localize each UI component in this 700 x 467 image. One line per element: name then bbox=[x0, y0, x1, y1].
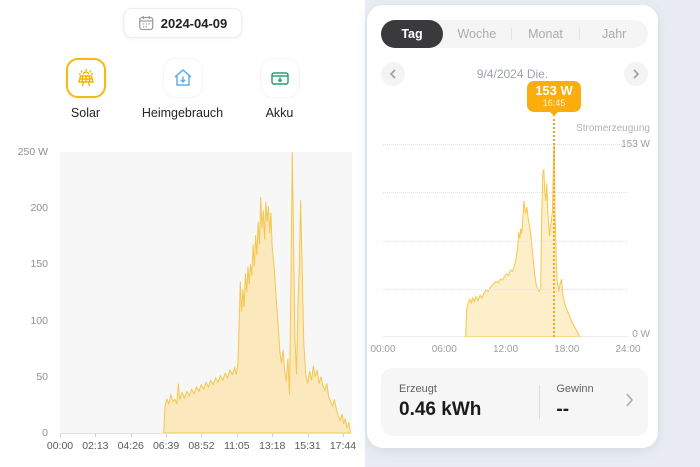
solar-area-chart bbox=[163, 152, 351, 433]
chevron-right-icon bbox=[633, 69, 640, 79]
heimgebrauch-button-box[interactable] bbox=[162, 58, 203, 98]
home-icon bbox=[174, 69, 191, 86]
x-tick-label: 02:13 bbox=[82, 440, 109, 452]
tab-tag[interactable]: Tag bbox=[381, 20, 443, 48]
gridline bbox=[383, 241, 628, 242]
value-tooltip: 153 W 16:45 bbox=[526, 81, 581, 116]
left-chart-y-axis: 250 W 200 150 100 50 0 bbox=[0, 146, 52, 439]
tooltip-value: 153 W bbox=[535, 83, 573, 98]
selected-time-marker-line[interactable] bbox=[552, 114, 555, 337]
x-tick-mark bbox=[95, 434, 97, 437]
y-tick-label: 50 bbox=[36, 370, 48, 383]
series-label: Stromerzeugung bbox=[576, 123, 650, 134]
date-navigation: 9/4/2024 Die. bbox=[367, 62, 658, 88]
y-tick-label: 250 W bbox=[17, 146, 48, 158]
tab-jahr[interactable]: Jahr bbox=[602, 27, 627, 41]
x-tick-mark bbox=[307, 434, 309, 437]
x-tick-mark bbox=[166, 434, 168, 437]
akku-button-box[interactable] bbox=[259, 58, 300, 98]
x-tick-label: 11:05 bbox=[224, 440, 250, 452]
y-tick-label: 100 bbox=[30, 314, 48, 327]
gridline bbox=[383, 144, 628, 145]
solar-button-box[interactable] bbox=[65, 58, 106, 98]
tab-divider bbox=[510, 28, 512, 40]
x-tick-label: 06:39 bbox=[152, 440, 180, 452]
energy-mode-selector: Solar Heimgebrauch Akku bbox=[37, 58, 328, 120]
daily-summary-row[interactable]: Erzeugt 0.46 kWh Gewinn -- bbox=[381, 368, 648, 436]
gewinn-value: -- bbox=[556, 399, 570, 420]
date-picker[interactable]: 2024-04-09 bbox=[122, 8, 243, 38]
x-tick-label: 15:31 bbox=[294, 440, 321, 452]
current-date-label: 9/4/2024 Die. bbox=[476, 67, 549, 81]
x-tick-mark bbox=[342, 434, 344, 437]
left-solar-chart bbox=[60, 152, 352, 433]
tooltip-time: 16:45 bbox=[542, 98, 566, 108]
x-tick-label: 17:44 bbox=[329, 440, 357, 452]
date-picker-value: 2024-04-09 bbox=[160, 15, 228, 31]
x-tick-label: 06:00 bbox=[431, 344, 457, 355]
mode-solar-label: Solar bbox=[70, 106, 101, 120]
right-background: Tag Woche Monat Jahr 9/4/2024 Die. 153 W… bbox=[365, 0, 700, 467]
mode-heimgebrauch-label: Heimgebrauch bbox=[141, 106, 224, 120]
y-tick-label: 150 bbox=[30, 258, 48, 271]
stromerzeugung-chart bbox=[383, 144, 628, 337]
mode-akku[interactable]: Akku bbox=[231, 58, 328, 120]
gridline bbox=[383, 192, 628, 193]
y-tick-label: 200 bbox=[30, 202, 48, 215]
stromerzeugung-area-chart bbox=[465, 144, 581, 337]
x-tick-mark bbox=[60, 434, 61, 437]
max-value-label: 153 W bbox=[621, 139, 650, 150]
tab-monat[interactable]: Monat bbox=[528, 27, 563, 41]
battery-icon bbox=[270, 72, 289, 85]
tab-woche[interactable]: Woche bbox=[457, 27, 497, 41]
left-chart-x-axis bbox=[60, 433, 352, 437]
mode-solar[interactable]: Solar bbox=[37, 58, 134, 120]
x-tick-label: 00:00 bbox=[370, 344, 396, 355]
x-tick-mark bbox=[201, 434, 203, 437]
erzeugt-column: Erzeugt 0.46 kWh bbox=[381, 383, 481, 421]
erzeugt-label: Erzeugt bbox=[399, 383, 437, 395]
mode-heimgebrauch[interactable]: Heimgebrauch bbox=[134, 58, 231, 120]
solar-detail-panel: 2024-04-09 Solar bbox=[0, 8, 360, 454]
solar-panel-icon bbox=[77, 69, 94, 87]
gewinn-label: Gewinn bbox=[556, 383, 594, 395]
x-tick-label: 18:00 bbox=[554, 344, 580, 355]
right-chart-x-tick-labels: 00:00 06:00 12:00 18:00 24:00 bbox=[370, 344, 640, 358]
y-tick-label: 0 bbox=[42, 427, 48, 439]
next-day-button[interactable] bbox=[624, 62, 648, 86]
x-tick-mark bbox=[236, 434, 238, 437]
tab-divider bbox=[579, 28, 581, 40]
erzeugt-value: 0.46 kWh bbox=[399, 399, 482, 420]
summary-chevron[interactable] bbox=[625, 392, 634, 412]
x-tick-label: 24:00 bbox=[615, 344, 641, 355]
gridline bbox=[383, 289, 628, 290]
summary-divider bbox=[539, 385, 541, 419]
mode-akku-label: Akku bbox=[265, 106, 294, 120]
x-tick-label: 00:00 bbox=[46, 440, 74, 452]
x-tick-mark bbox=[130, 434, 132, 437]
left-chart-x-tick-labels: 00:00 02:13 04:26 06:39 08:52 11:05 13:18 15:31… bbox=[47, 440, 360, 454]
x-tick-label: 04:26 bbox=[117, 440, 144, 452]
chevron-right-icon bbox=[626, 392, 634, 407]
calendar-icon bbox=[138, 16, 153, 31]
prev-day-button[interactable] bbox=[381, 62, 405, 86]
period-tabbar: Tag Woche Monat Jahr bbox=[381, 20, 648, 48]
x-tick-label: 12:00 bbox=[492, 344, 519, 355]
zero-value-label: 0 W bbox=[632, 329, 650, 340]
x-tick-mark bbox=[272, 434, 274, 437]
gewinn-column: Gewinn -- bbox=[540, 383, 593, 421]
x-tick-label: 13:18 bbox=[259, 440, 286, 452]
x-tick-label: 08:52 bbox=[188, 440, 215, 452]
stromerzeugung-card: Tag Woche Monat Jahr 9/4/2024 Die. 153 W… bbox=[367, 5, 658, 448]
chevron-left-icon bbox=[389, 69, 396, 79]
